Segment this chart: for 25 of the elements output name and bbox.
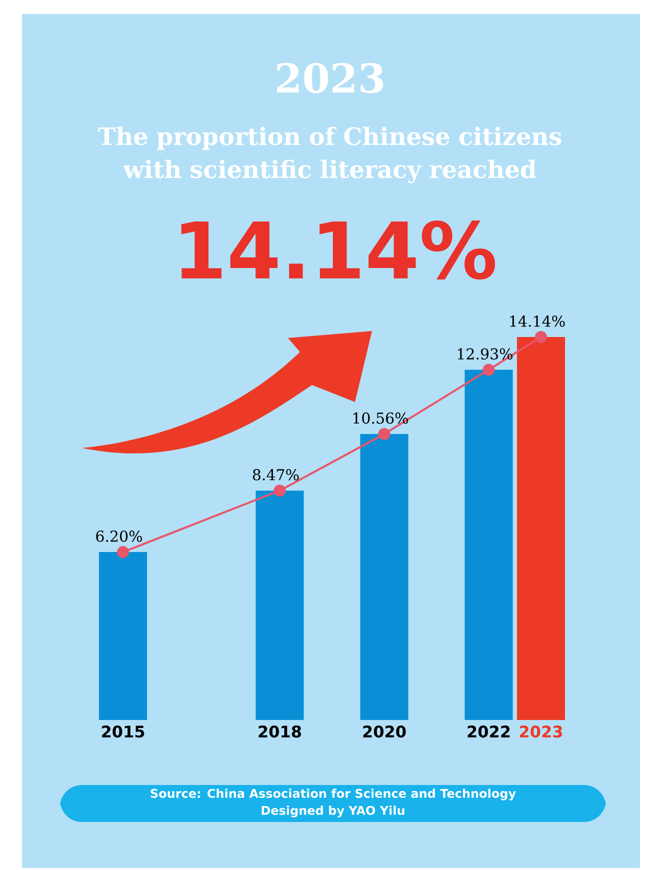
x-tick-label: 2020 <box>363 726 406 738</box>
x-tick-label: 2022 <box>468 726 510 738</box>
data-label: 8.47% <box>252 469 299 480</box>
x-tick-label: 2023 <box>520 726 562 738</box>
data-label: 14.14% <box>510 315 565 327</box>
data-label: 10.56% <box>353 412 408 424</box>
source-note: Source: China Association for Science and Technology <box>150 788 516 800</box>
point <box>534 330 547 343</box>
x-tick-label: 2018 <box>258 726 302 738</box>
chart-title: 2023 <box>277 62 384 94</box>
data-label: 12.93% <box>458 348 512 360</box>
point <box>378 428 390 440</box>
chart-subtitle: The proportion of Chinese citizens with scientific literacy reached <box>98 126 562 184</box>
bar <box>98 552 148 720</box>
point <box>117 546 129 558</box>
bar <box>360 434 408 720</box>
bar <box>516 337 566 720</box>
point <box>482 364 495 376</box>
text: 14.14% <box>181 220 496 280</box>
x-tick-label: 2015 <box>102 726 144 738</box>
bar <box>256 490 304 720</box>
data-label: 6.20% <box>96 530 142 542</box>
text: Designed by YAO Yilu <box>262 806 404 818</box>
point <box>274 484 286 497</box>
bar <box>464 370 513 720</box>
